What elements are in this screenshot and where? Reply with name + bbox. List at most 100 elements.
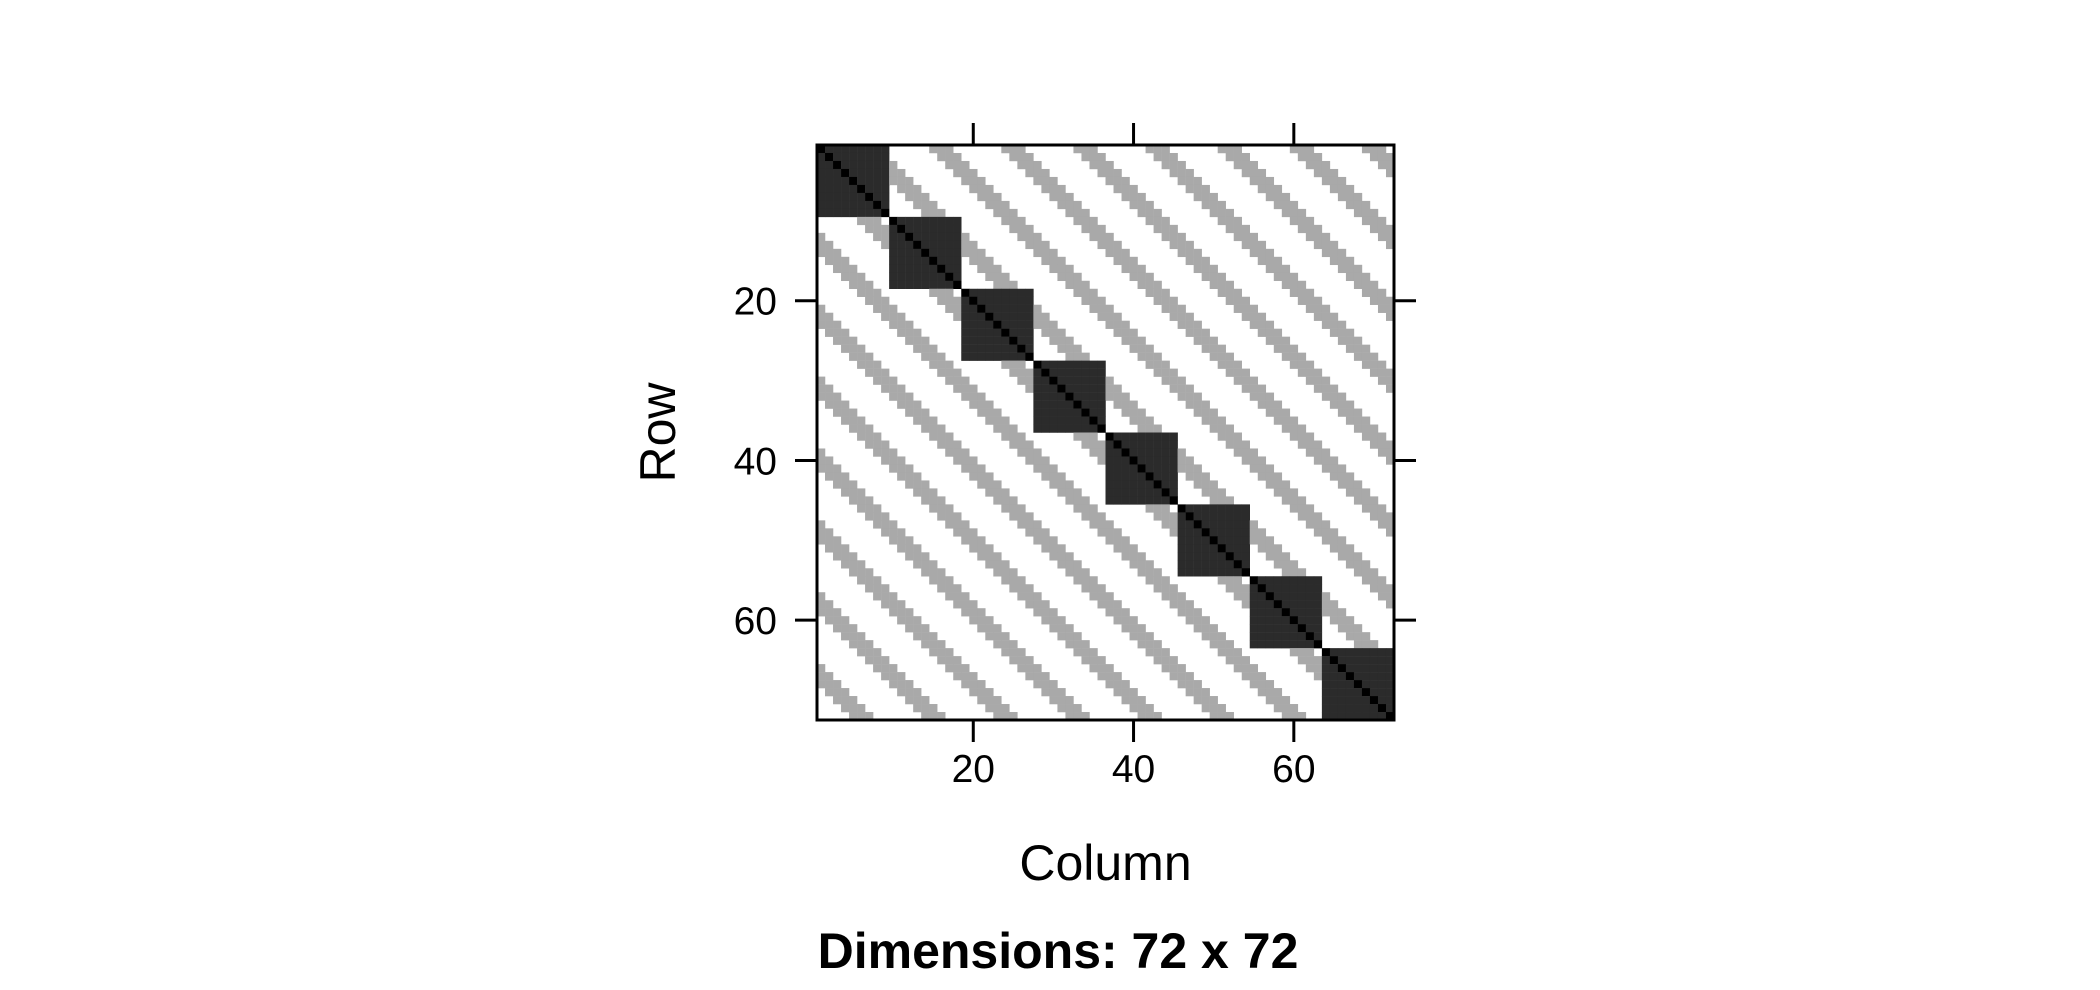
matrix-cell <box>1257 608 1267 617</box>
matrix-cell <box>1169 464 1178 473</box>
matrix-cell <box>1009 656 1018 665</box>
matrix-cell <box>1065 704 1074 713</box>
matrix-cell <box>913 696 922 705</box>
matrix-cell <box>1113 480 1122 489</box>
matrix-cell <box>817 608 826 617</box>
matrix-cell <box>921 496 930 505</box>
matrix-cell <box>1169 368 1178 377</box>
matrix-cell <box>1337 696 1347 705</box>
matrix-cell <box>1193 184 1202 194</box>
matrix-cell <box>1073 704 1082 713</box>
matrix-cell <box>977 336 986 345</box>
matrix-cell <box>1353 192 1363 202</box>
matrix-cell <box>1265 592 1275 601</box>
matrix-cell <box>1321 712 1331 721</box>
matrix-cell <box>841 192 850 202</box>
matrix-cell <box>953 600 962 609</box>
matrix-cell <box>1225 224 1234 234</box>
matrix-cell <box>1121 456 1130 465</box>
matrix-cell <box>1033 392 1042 401</box>
matrix-cell <box>841 272 850 282</box>
matrix-cell <box>1337 712 1347 721</box>
matrix-cell <box>1073 368 1082 377</box>
matrix-cell <box>1185 528 1194 537</box>
matrix-cell <box>1041 472 1050 481</box>
matrix-cell <box>921 216 930 226</box>
matrix-cell <box>1289 608 1299 617</box>
matrix-cell <box>1361 696 1371 705</box>
matrix-cell <box>833 480 842 489</box>
matrix-cell <box>1353 488 1363 497</box>
matrix-cell <box>1377 440 1387 449</box>
matrix-cell <box>1321 704 1331 713</box>
matrix-cell <box>1065 368 1074 377</box>
matrix-cell <box>1121 192 1130 202</box>
matrix-cell <box>849 264 858 274</box>
matrix-cell <box>1305 664 1315 673</box>
matrix-cell <box>1049 552 1058 561</box>
matrix-cell <box>1353 664 1363 673</box>
matrix-cell <box>1105 384 1114 393</box>
matrix-cell <box>929 704 938 713</box>
matrix-cell <box>1241 376 1250 385</box>
matrix-cell <box>825 688 834 697</box>
matrix-cell <box>1337 648 1347 657</box>
matrix-cell <box>977 696 986 705</box>
matrix-cell <box>1161 512 1170 521</box>
matrix-cell <box>1281 264 1291 274</box>
matrix-cell <box>1025 288 1034 297</box>
matrix-cell <box>1065 392 1074 401</box>
matrix-cell <box>1337 192 1347 202</box>
matrix-cell <box>993 320 1002 329</box>
matrix-cell <box>1305 224 1315 234</box>
matrix-cell <box>1257 400 1267 409</box>
matrix-cell <box>1025 520 1034 529</box>
matrix-cell <box>889 256 898 266</box>
matrix-cell <box>1385 696 1395 705</box>
matrix-cell <box>825 152 834 162</box>
matrix-cell <box>1193 560 1202 569</box>
matrix-cell <box>1225 640 1234 649</box>
matrix-cell <box>1161 656 1170 665</box>
matrix-cell <box>1257 640 1267 649</box>
matrix-cell <box>1065 272 1074 282</box>
matrix-cell <box>1209 496 1218 505</box>
matrix-cell <box>1009 648 1018 657</box>
matrix-cell <box>1201 200 1210 210</box>
matrix-cell <box>1161 216 1170 226</box>
matrix-cell <box>1217 360 1226 369</box>
matrix-cell <box>929 568 938 577</box>
matrix-cell <box>1289 584 1299 593</box>
matrix-cell <box>1089 520 1098 529</box>
matrix-cell <box>1121 400 1130 409</box>
matrix-cell <box>1257 672 1267 681</box>
matrix-cell <box>1361 576 1371 585</box>
matrix-cell <box>937 240 946 250</box>
matrix-cell <box>1321 656 1331 665</box>
matrix-cell <box>1201 688 1210 697</box>
matrix-cell <box>865 184 874 194</box>
matrix-cell <box>1217 344 1226 353</box>
matrix-cell <box>1321 384 1331 393</box>
matrix-cell <box>1057 424 1066 433</box>
matrix-cell <box>937 152 946 162</box>
matrix-cell <box>1209 200 1218 210</box>
matrix-cell <box>945 656 954 665</box>
matrix-cell <box>857 632 866 641</box>
matrix-cell <box>881 145 890 154</box>
matrix-cell <box>921 192 930 202</box>
matrix-cell <box>1017 576 1026 585</box>
matrix-cell <box>1201 704 1210 713</box>
matrix-cell <box>1385 368 1395 377</box>
matrix-cell <box>1353 408 1363 417</box>
matrix-cell <box>1145 488 1154 497</box>
matrix-cell <box>1345 664 1355 673</box>
matrix-cell <box>1201 184 1210 194</box>
matrix-cell <box>913 344 922 353</box>
matrix-cell <box>1233 512 1242 521</box>
matrix-cell <box>1281 344 1291 353</box>
matrix-cell <box>849 480 858 489</box>
matrix-cell <box>1097 584 1106 593</box>
matrix-cell <box>937 280 946 289</box>
matrix-cell <box>897 328 906 337</box>
